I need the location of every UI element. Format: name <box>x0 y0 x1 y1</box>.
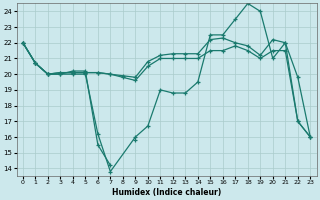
X-axis label: Humidex (Indice chaleur): Humidex (Indice chaleur) <box>112 188 221 197</box>
